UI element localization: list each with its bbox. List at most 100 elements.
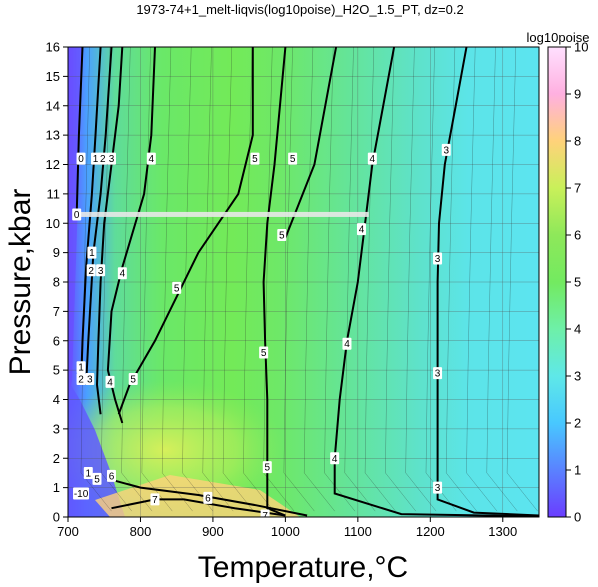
colorbar-label: log10poise (527, 30, 590, 45)
colorbar-tick-label: 5 (574, 275, 581, 290)
y-tick-label: 10 (46, 216, 60, 231)
contour-label-bg (433, 481, 443, 494)
minor-contour (182, 47, 214, 512)
contour-label-bg (172, 281, 182, 294)
contour-label-bg (203, 491, 213, 504)
x-tick-label: 700 (57, 524, 79, 539)
colorbar-tick-label: 1 (574, 463, 581, 478)
contour-label-bg (85, 372, 95, 385)
contour-label: 0 (74, 210, 80, 221)
x-tick-label: 1100 (344, 524, 372, 539)
contour-line-1 (80, 47, 102, 385)
contour-label-bg (250, 152, 260, 165)
contour-label-bg (86, 264, 96, 277)
contour-label-bg (433, 252, 443, 265)
contour-label-bg (106, 152, 116, 165)
contour-label: 5 (252, 154, 258, 165)
contour-label: 7 (152, 495, 158, 506)
minor-contour (466, 47, 498, 512)
contour-label-bg (262, 461, 272, 474)
contour-line-3 (95, 47, 124, 415)
contour-line-6 (107, 477, 308, 517)
colorbar-tick-label: 4 (574, 322, 581, 337)
y-tick-label: 15 (46, 69, 60, 84)
contour-label: 2 (100, 154, 106, 165)
contour-label-bg (83, 466, 93, 479)
low-pressure-violet-region (68, 380, 125, 517)
contour-label-bg (330, 452, 340, 465)
contour-label-bg (96, 264, 106, 277)
x-tick-label: 1200 (416, 524, 445, 539)
contour-label: 4 (149, 154, 155, 165)
y-tick-label: 4 (53, 392, 60, 407)
contour-label-bg (87, 246, 97, 259)
minor-contour (344, 47, 376, 512)
contour-label-bg (117, 267, 127, 280)
contour-label: 4 (120, 269, 126, 280)
chart-title: 1973-74+1_melt-liqvis(log10poise)_H2O_1.… (136, 2, 463, 17)
minor-contour (263, 47, 295, 512)
x-tick-label: 800 (130, 524, 152, 539)
colorbar-ticks: 0 1 2 3 4 5 6 7 8 9 10 (566, 40, 588, 525)
contour-label-bg (72, 208, 82, 221)
contour-label-bg (98, 152, 108, 165)
contour-label: -10 (74, 489, 89, 500)
colorbar-tick-label: 9 (574, 87, 581, 102)
minor-contour (445, 47, 477, 512)
contour-line-4 (106, 47, 156, 424)
contour-label: 3 (435, 369, 441, 380)
contour-label-bg (106, 469, 116, 482)
contour-label: 5 (94, 474, 100, 485)
colorbar-tick-label: 2 (574, 416, 581, 431)
colorbar-tick-label: 0 (574, 510, 581, 525)
contour-label-bg (259, 346, 269, 359)
contour-label: 2 (78, 374, 84, 385)
minor-contour (222, 47, 254, 512)
y-tick-label: 2 (53, 451, 60, 466)
contour-line-7 (111, 498, 286, 517)
colorbar-tick-label: 7 (574, 181, 581, 196)
x-tick-label: 1000 (271, 524, 300, 539)
contour-label-bg (441, 143, 451, 156)
colorbar-tick-label: 10 (574, 40, 588, 55)
x-tick-label: 1300 (488, 524, 517, 539)
contour-label: 3 (443, 145, 449, 156)
contour-label: 5 (264, 463, 270, 474)
colorbar (547, 46, 567, 518)
contour-label: 0 (78, 154, 84, 165)
contour-label: 4 (359, 225, 365, 236)
grid (68, 47, 539, 517)
contour-label-bg (76, 361, 86, 374)
contour-label-bg (76, 372, 86, 385)
minor-contour (405, 47, 437, 512)
contour-label-bg (342, 337, 352, 350)
contour-label-bg (367, 152, 377, 165)
x-tick-label: 900 (202, 524, 224, 539)
contour-label-bg (433, 367, 443, 380)
contour-label: 1 (86, 468, 92, 479)
contour-label: 5 (290, 154, 296, 165)
y-tick-label: 5 (53, 363, 60, 378)
contour-label: 5 (174, 283, 180, 294)
contour-label-bg (260, 509, 270, 517)
y-tick-label: 9 (53, 245, 60, 260)
viscosity-7-region (95, 475, 300, 517)
contour-label: 5 (279, 231, 285, 242)
contour-line-0 (75, 47, 84, 215)
y-tick-label: 0 (53, 510, 60, 525)
y-tick-label: 12 (46, 157, 60, 172)
y-tick-label: 1 (53, 480, 60, 495)
y-tick-label: 3 (53, 421, 60, 436)
contour-label: 7 (262, 511, 268, 522)
contour-label: 4 (344, 339, 350, 350)
contour-label-bg (288, 152, 298, 165)
minor-contour (303, 47, 335, 512)
contour-label-bg (277, 229, 287, 241)
contour-label-bg (91, 152, 101, 165)
contour-label: 5 (261, 348, 267, 359)
minor-contour (486, 47, 518, 512)
y-tick-label: 8 (53, 275, 60, 290)
